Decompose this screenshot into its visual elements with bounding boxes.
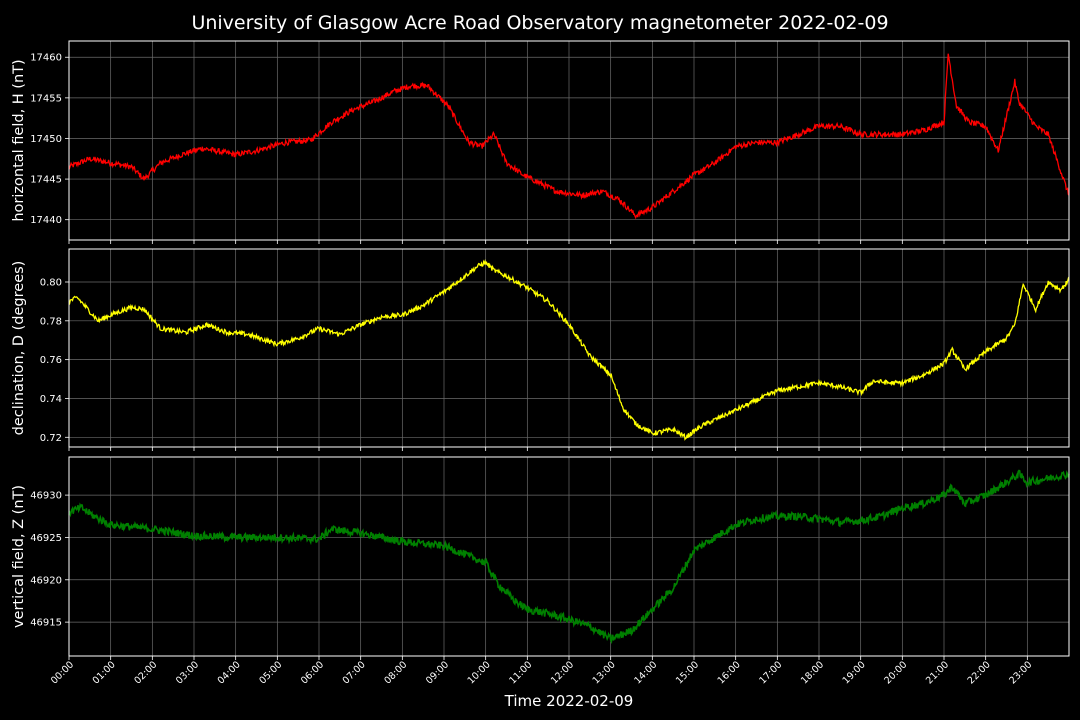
y-tick-label: 17460 — [30, 53, 62, 64]
y-axis-label: declination, D (degrees) — [11, 261, 27, 436]
x-tick-label: 17:00 — [757, 659, 784, 686]
x-tick-label: 19:00 — [841, 659, 868, 686]
panel-frame — [68, 40, 1070, 241]
x-tick-label: 21:00 — [924, 659, 951, 686]
x-tick-label: 06:00 — [299, 659, 326, 686]
x-tick-label: 23:00 — [1007, 659, 1034, 686]
x-tick-label: 10:00 — [466, 659, 493, 686]
x-tick-label: 05:00 — [257, 659, 284, 686]
series-line — [68, 53, 1070, 220]
y-tick-label: 17440 — [30, 215, 62, 226]
y-tick-label: 0.74 — [40, 394, 62, 405]
x-tick-label: 20:00 — [882, 659, 909, 686]
x-tick-label: 09:00 — [424, 659, 451, 686]
x-tick-label: 07:00 — [341, 659, 368, 686]
x-tick-label: 18:00 — [799, 659, 826, 686]
x-tick-label: 14:00 — [632, 659, 659, 686]
y-tick-label: 0.78 — [40, 316, 62, 327]
x-tick-label: 22:00 — [966, 659, 993, 686]
panel-frame — [68, 456, 1070, 657]
x-tick-label: 08:00 — [382, 659, 409, 686]
y-tick-label: 17445 — [30, 175, 62, 186]
x-axis-label: Time 2022-02-09 — [504, 692, 634, 710]
y-tick-label: 17450 — [30, 134, 62, 145]
series-line — [68, 258, 1070, 441]
y-tick-label: 0.72 — [40, 433, 62, 444]
x-tick-label: 04:00 — [216, 659, 243, 686]
y-tick-label: 46925 — [30, 533, 62, 544]
x-tick-label: 11:00 — [507, 659, 534, 686]
y-tick-label: 46930 — [30, 491, 62, 502]
y-axis-label: vertical field, Z (nT) — [11, 485, 27, 628]
y-tick-label: 17455 — [30, 93, 62, 104]
chart-title: University of Glasgow Acre Road Observat… — [191, 12, 888, 34]
series-line — [68, 469, 1070, 645]
x-tick-label: 03:00 — [174, 659, 201, 686]
y-tick-label: 46920 — [30, 575, 62, 586]
x-tick-label: 12:00 — [549, 659, 576, 686]
y-tick-label: 46915 — [30, 618, 62, 629]
x-tick-label: 13:00 — [591, 659, 618, 686]
x-tick-label: 16:00 — [716, 659, 743, 686]
y-tick-label: 0.80 — [40, 278, 62, 289]
panel-frame — [68, 248, 1070, 448]
y-axis-label: horizontal field, H (nT) — [11, 59, 27, 221]
x-tick-label: 01:00 — [91, 659, 118, 686]
x-tick-label: 02:00 — [132, 659, 159, 686]
x-tick-label: 00:00 — [49, 659, 76, 686]
x-tick-label: 15:00 — [674, 659, 701, 686]
y-tick-label: 0.76 — [40, 355, 62, 366]
